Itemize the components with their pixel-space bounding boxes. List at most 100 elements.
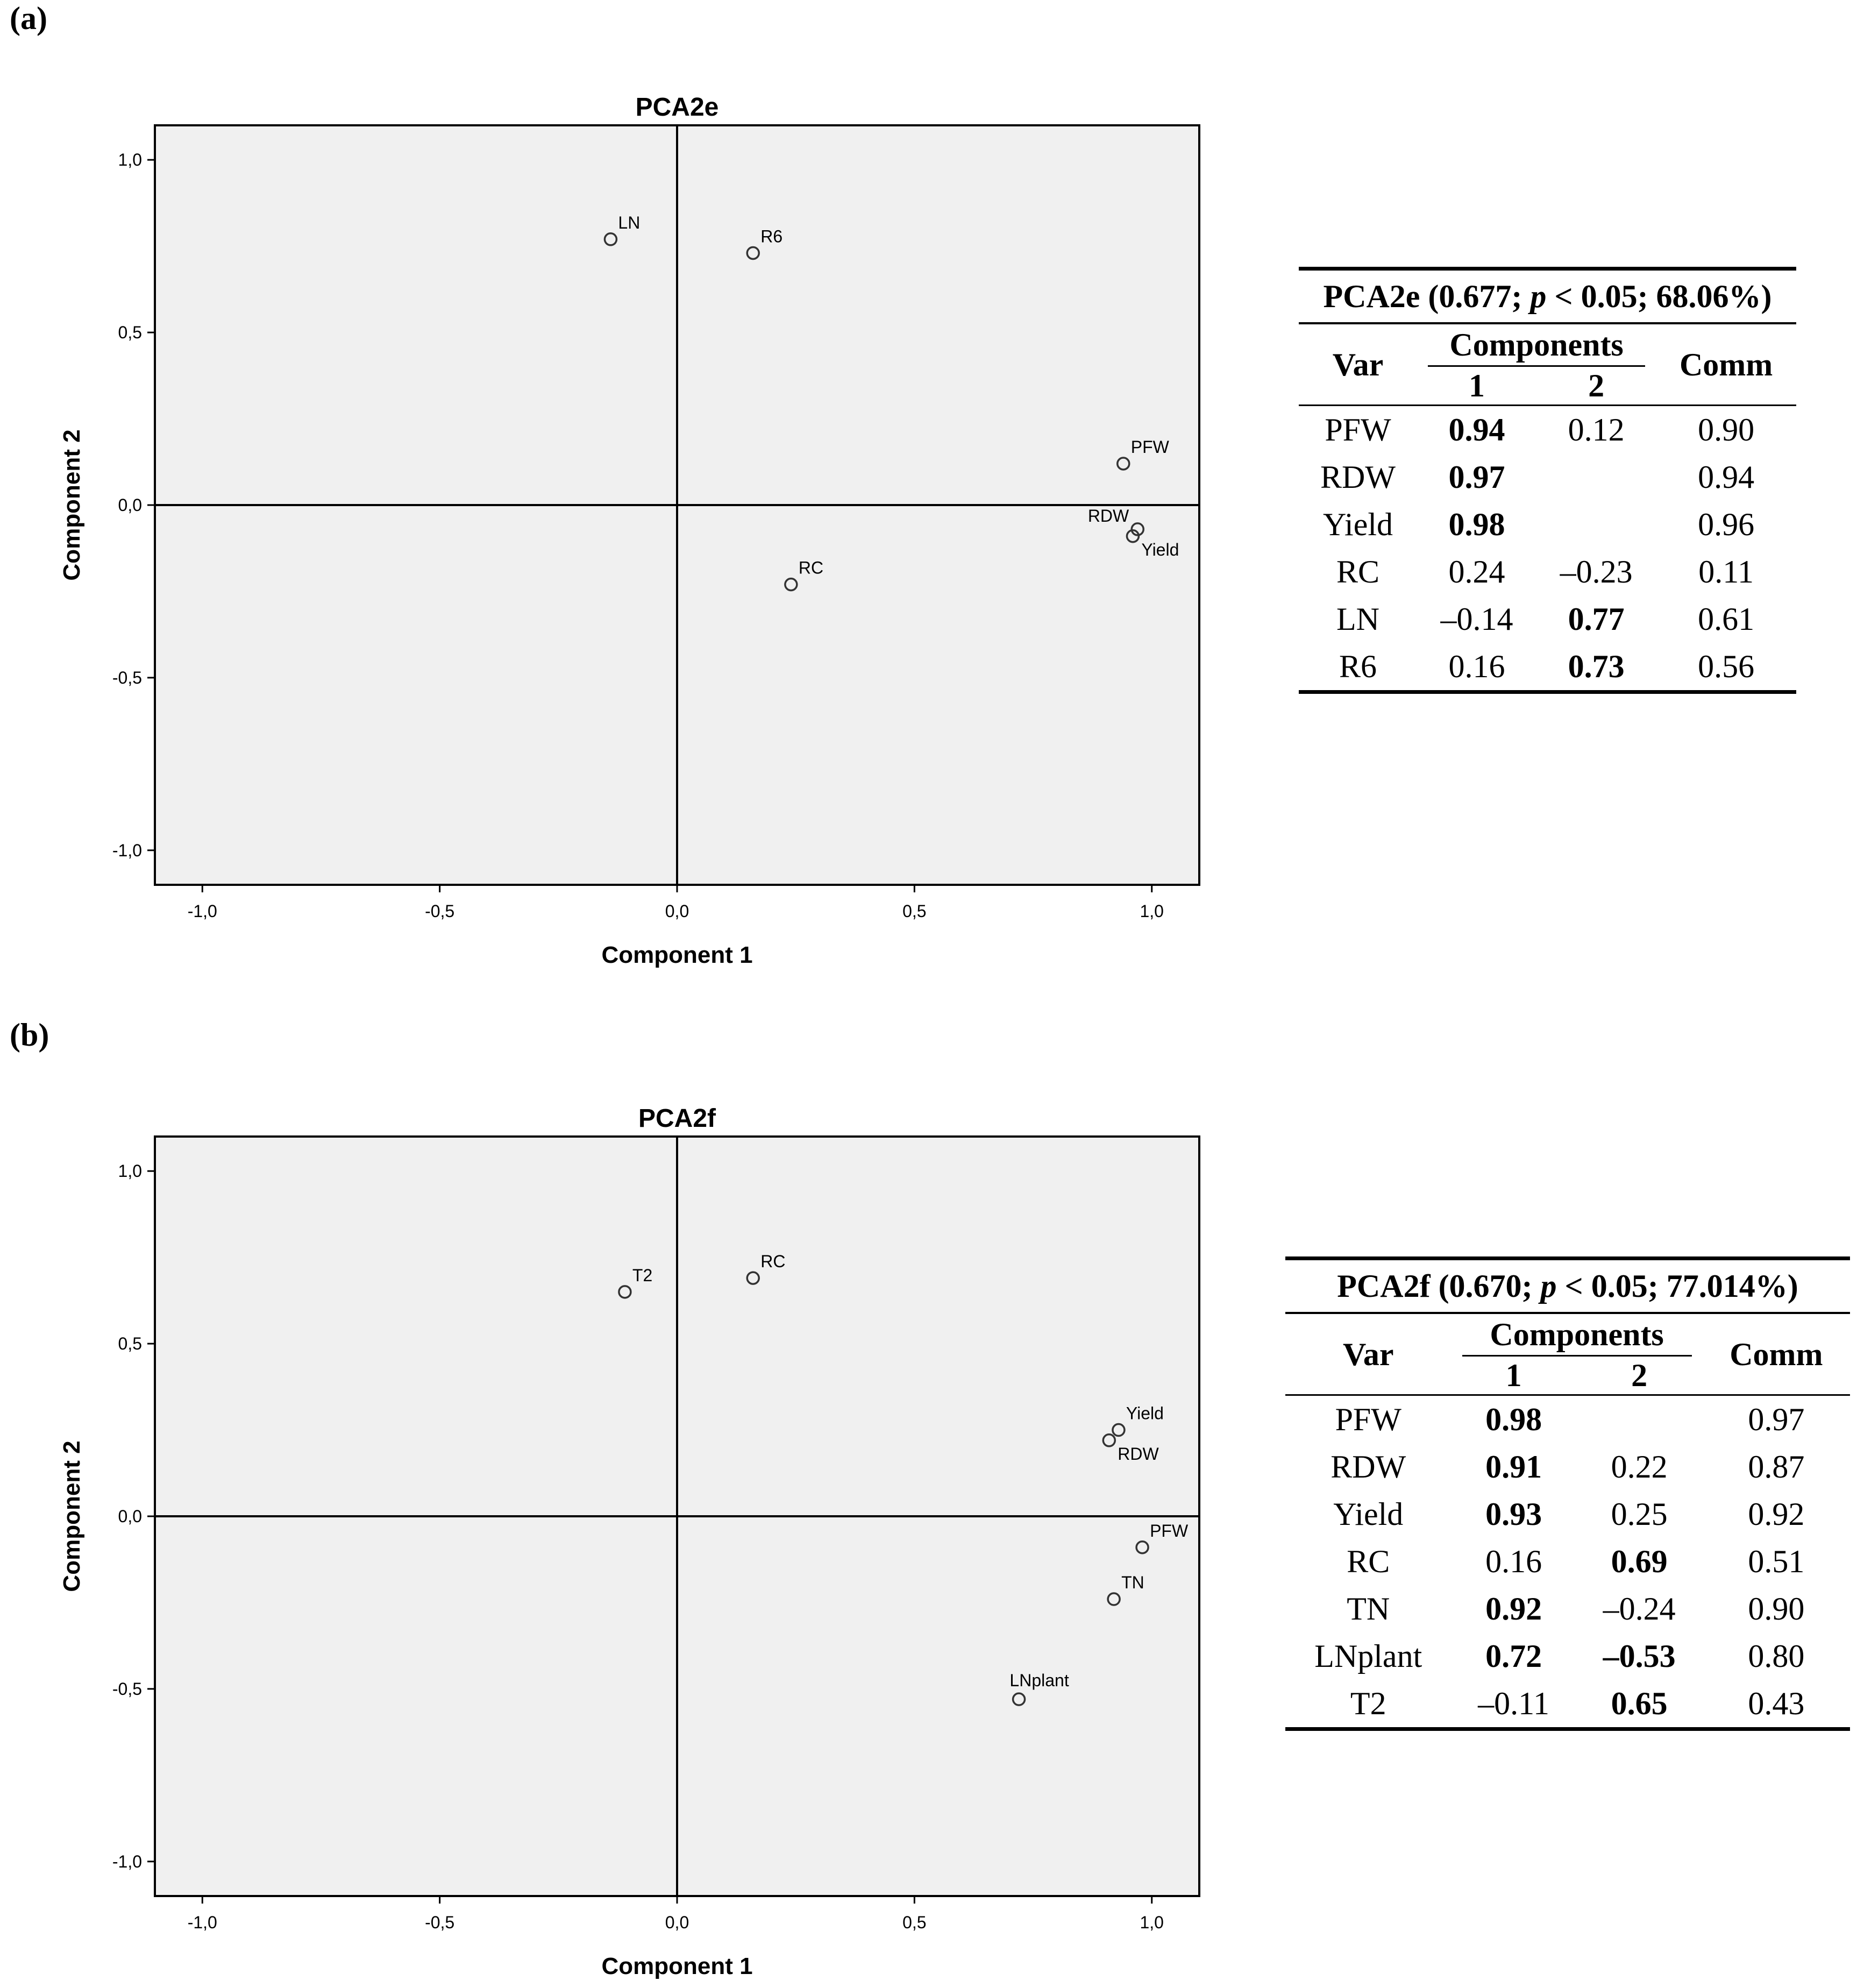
x-tick-label: 0,0: [665, 1913, 689, 1932]
data-point-rc: [746, 1271, 760, 1285]
table-cell-comp-2: –0.24: [1603, 1591, 1676, 1627]
x-tick-label: -0,5: [425, 1913, 454, 1932]
table-cell-comp-1: 0.98: [1485, 1402, 1542, 1437]
data-point-ln: [603, 232, 618, 246]
table-cell-comp-1: 0.91: [1485, 1449, 1542, 1485]
data-point-pfw: [1116, 457, 1130, 471]
table-cell-var: Yield: [1333, 1496, 1404, 1532]
data-point-rc: [784, 577, 798, 592]
table-row: T2 –0.11 0.65 0.43: [1285, 1680, 1850, 1731]
table-header-comm: Comm: [1702, 1313, 1850, 1396]
table-header-var: Var: [1299, 323, 1418, 406]
x-axis-label: Component 1: [601, 942, 752, 968]
table-cell-comm: 0.56: [1656, 643, 1796, 694]
chart-title: PCA2e: [636, 93, 719, 122]
table-header-comp-2: 2: [1576, 1357, 1703, 1396]
table-row: LNplant 0.72 –0.53 0.80: [1285, 1632, 1850, 1680]
data-point-pfw: [1135, 1540, 1149, 1554]
data-point-r6: [746, 246, 760, 260]
y-axis-label: Component 2: [59, 1440, 85, 1592]
data-point-t2: [618, 1285, 632, 1299]
x-tick-label: 1,0: [1140, 901, 1163, 921]
loadings-table-pca2e: PCA2e (0.677; p < 0.05; 68.06%) Var Compon…: [1299, 267, 1796, 694]
table-cell-comm: 0.87: [1748, 1449, 1805, 1485]
chart-title: PCA2f: [638, 1104, 716, 1133]
data-point-label: R6: [760, 226, 782, 246]
table-row: PFW 0.98 0.97: [1285, 1395, 1850, 1444]
data-point-label: RC: [799, 558, 823, 578]
y-axis-label: Component 2: [59, 429, 85, 580]
table-caption: PCA2f (0.670; p < 0.05; 77.014%): [1285, 1256, 1850, 1314]
table-row: RC 0.16 0.69 0.51: [1285, 1538, 1850, 1585]
table-cell-comp-1: 0.97: [1448, 459, 1505, 495]
table-cell-var: TN: [1347, 1591, 1390, 1627]
data-point-label: RDW: [1118, 1444, 1159, 1464]
x-tick-label: 1,0: [1140, 1913, 1163, 1932]
table-header-comp-1: 1: [1451, 1357, 1576, 1396]
data-point-label: RC: [760, 1252, 785, 1271]
data-point-lnplant: [1012, 1692, 1026, 1706]
table-header-comp-2: 2: [1536, 367, 1656, 406]
table-cell-comp-2: 0.25: [1611, 1496, 1668, 1532]
table-cell-comp-1: 0.16: [1485, 1544, 1542, 1579]
y-tick-label: 0,0: [118, 1507, 142, 1526]
table-cell-comp-2: –0.53: [1603, 1638, 1676, 1674]
table-cell-comp-2: 0.22: [1611, 1449, 1668, 1485]
table-cell-comp-1: –0.14: [1440, 601, 1513, 637]
data-point-label: RDW: [1088, 506, 1129, 526]
table-cell-var: RC: [1347, 1544, 1390, 1579]
data-point-label: PFW: [1131, 437, 1170, 457]
table-cell-comm: 0.11: [1698, 554, 1754, 590]
table-cell-var: T2: [1285, 1680, 1452, 1731]
table-cell-comp-2: [1536, 501, 1656, 548]
data-point-label: LN: [618, 213, 640, 232]
table-row: PFW 0.94 0.12 0.90: [1299, 406, 1796, 454]
table-cell-var: RDW: [1331, 1449, 1406, 1485]
data-point-label: T2: [632, 1266, 652, 1285]
table-cell-comp-1: –0.11: [1451, 1680, 1576, 1731]
data-point-rdw: [1130, 522, 1144, 536]
table-cell-var: R6: [1299, 643, 1418, 694]
x-tick-label: -0,5: [425, 901, 454, 921]
loadings-table-pca2f: PCA2f (0.670; p < 0.05; 77.014%) Var Compo…: [1285, 1256, 1850, 1731]
table-cell-comm: 0.80: [1748, 1638, 1805, 1674]
y-tick-label: -1,0: [112, 1852, 142, 1871]
y-tick-label: 0,5: [118, 323, 142, 342]
table-row: RC 0.24 –0.23 0.11: [1299, 548, 1796, 595]
table-cell-comm: 0.61: [1698, 601, 1755, 637]
table-row: Yield 0.93 0.25 0.92: [1285, 1490, 1850, 1538]
table-cell-comm: 0.92: [1748, 1496, 1805, 1532]
data-point-tn: [1107, 1592, 1121, 1606]
data-point-label: TN: [1121, 1573, 1144, 1592]
table-cell-comp-1: 0.16: [1417, 643, 1537, 694]
table-cell-comp-2: –0.23: [1560, 554, 1633, 590]
table-row: TN 0.92 –0.24 0.90: [1285, 1585, 1850, 1632]
table-row: RDW 0.97 0.94: [1299, 453, 1796, 501]
table-cell-comm: 0.90: [1698, 412, 1755, 448]
table-cell-comp-2: 0.12: [1568, 412, 1625, 448]
y-tick-label: 0,0: [118, 495, 142, 515]
table-cell-comp-2: 0.77: [1568, 601, 1625, 637]
y-tick-label: 1,0: [118, 1161, 142, 1181]
table-cell-comp-2: [1536, 453, 1656, 501]
table-cell-comp-1: 0.93: [1485, 1496, 1542, 1532]
x-tick-label: -1,0: [188, 901, 217, 921]
table-header-comp-1: 1: [1417, 367, 1537, 406]
data-point-label: PFW: [1150, 1521, 1189, 1540]
table-row: Yield 0.98 0.96: [1299, 501, 1796, 548]
scatter-plot-pca2f: -1,0 -0,5 0,0 0,5 1,0 -1,0 -0,5 0,0 0,5 1,0 PCA2f C…: [59, 1104, 1200, 1979]
table-cell-comp-1: 0.94: [1448, 412, 1505, 448]
table-cell-comp-2: [1576, 1395, 1703, 1444]
table-caption: PCA2e (0.677; p < 0.05; 68.06%): [1299, 267, 1796, 324]
table-header-comm: Comm: [1656, 323, 1796, 406]
table-cell-comm: 0.96: [1698, 507, 1755, 542]
x-tick-label: 0,5: [902, 1913, 926, 1932]
table-cell-var: PFW: [1325, 412, 1391, 448]
data-point-rdw: [1102, 1433, 1116, 1447]
table-cell-var: RDW: [1320, 459, 1396, 495]
table-cell-comm: 0.43: [1702, 1680, 1850, 1731]
table-cell-var: LN: [1336, 601, 1379, 637]
data-point-label: Yield: [1126, 1404, 1164, 1423]
x-tick-label: -1,0: [188, 1913, 217, 1932]
table-cell-comm: 0.90: [1748, 1591, 1805, 1627]
